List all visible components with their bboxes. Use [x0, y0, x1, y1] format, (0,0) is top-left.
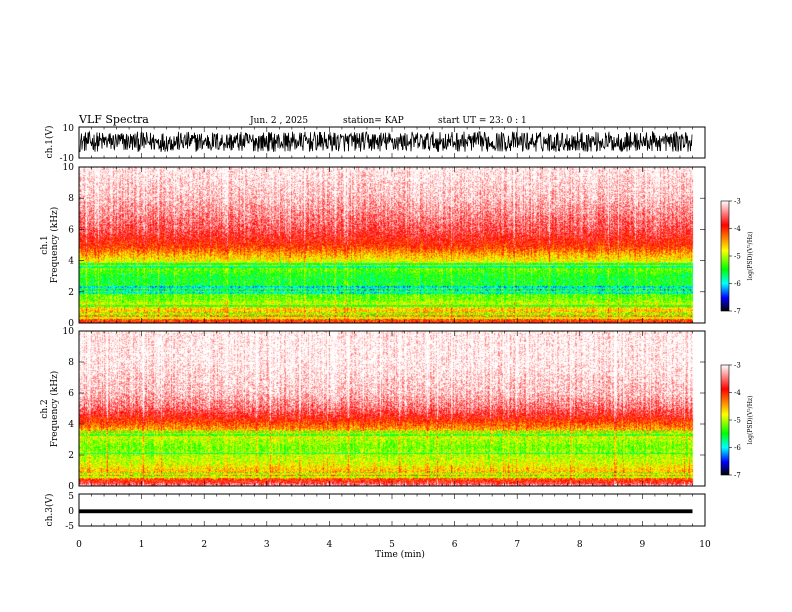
colorbar-tick-label: -3 — [734, 362, 741, 370]
colorbar-tick-label: -4 — [734, 225, 741, 233]
ch2-colorbar-ticks: -3 -4 -5 -6 -7 — [729, 362, 741, 480]
time-axis-tick-label: 2 — [201, 540, 207, 550]
time-axis-tick-label: 5 — [389, 540, 395, 550]
ch1-colorbar: -3 -4 -5 -6 -7 log(PSD)(V²/Hz) — [720, 198, 754, 316]
frequency-tick-label: 0 — [68, 482, 74, 492]
time-axis-tick-label: 4 — [327, 540, 333, 550]
ch3-ytick-top: 5 — [68, 492, 74, 502]
station-label: station= KAP — [343, 116, 404, 126]
ch1-waveform-trace — [79, 130, 693, 153]
ch2-spectrogram-x-ticks — [78, 331, 706, 486]
frequency-tick-label: 2 — [68, 451, 74, 461]
frequency-tick-label: 8 — [68, 194, 74, 204]
frequency-tick-label: 10 — [63, 327, 75, 337]
frequency-tick-label: 4 — [68, 257, 74, 267]
ch3-waveform-panel: 5 0 -5 ch.3(V) — [44, 492, 706, 532]
frequency-tick-label: 4 — [68, 420, 74, 430]
ch3-ytick-bottom: -5 — [65, 522, 74, 532]
ch1-colorbar-label: log(PSD)(V²/Hz) — [747, 232, 754, 281]
ch2-spectrogram-ylabel-channel: ch.2 — [40, 399, 50, 418]
start-time-label: start UT = 23: 0 : 1 — [438, 116, 527, 126]
ch2-colorbar-label: log(PSD)(V²/Hz) — [747, 396, 754, 445]
figure-title: VLF Spectra — [78, 113, 149, 126]
ch1-colorbar-gradient — [720, 200, 730, 312]
ch1-spectrogram-image — [79, 167, 705, 323]
time-axis-tick-label: 9 — [640, 540, 646, 550]
ch1-spectrogram-panel: 0 2 4 6 8 10 ch.1 Frequency (kHz) — [40, 163, 706, 329]
colorbar-tick-label: -6 — [734, 280, 741, 288]
colorbar-tick-label: -5 — [734, 253, 741, 261]
ch1-x-ticks — [78, 127, 706, 158]
time-axis-tick-label: 8 — [577, 540, 583, 550]
ch1-ytick-bottom: -10 — [60, 154, 75, 164]
time-axis-label: Time (min) — [375, 549, 425, 560]
ch2-spectrogram-panel: 0 2 4 6 8 10 ch.2 Frequency (kHz) — [40, 327, 706, 492]
colorbar-tick-label: -4 — [734, 389, 741, 397]
ch1-spectrogram-y-ticks: 0 2 4 6 8 10 — [63, 163, 705, 329]
ch1-spectrogram-x-ticks — [78, 167, 706, 323]
ch1-spectrogram-ylabel-channel: ch.1 — [40, 235, 50, 254]
colorbar-tick-label: -7 — [734, 472, 741, 480]
frequency-tick-label: 10 — [63, 163, 75, 173]
ch3-waveform-ylabel: ch.3(V) — [44, 494, 55, 527]
time-axis-tick-label: 7 — [514, 540, 520, 550]
ch3-x-ticks — [78, 494, 706, 526]
ch2-spectrogram-image — [79, 331, 705, 486]
ch3-waveform-trace — [79, 509, 693, 514]
time-axis-tick-label: 1 — [139, 540, 145, 550]
ch1-ytick-top: 10 — [63, 124, 75, 134]
colorbar-tick-label: -7 — [734, 308, 741, 316]
ch2-colorbar-gradient — [720, 364, 730, 476]
colorbar-tick-label: -6 — [734, 444, 741, 452]
ch1-colorbar-ticks: -3 -4 -5 -6 -7 — [729, 198, 741, 316]
ch1-spectrogram-ylabel-frequency: Frequency (kHz) — [49, 207, 60, 284]
time-axis-tick-label: 6 — [452, 540, 458, 550]
frequency-tick-label: 6 — [68, 225, 74, 235]
colorbar-tick-label: -3 — [734, 198, 741, 206]
ch3-ytick-middle: 0 — [68, 507, 74, 517]
time-axis-tick-labels: 0 1 2 3 4 5 6 7 8 9 10 — [76, 540, 711, 550]
frequency-tick-label: 6 — [68, 389, 74, 399]
date-label: Jun. 2 , 2025 — [249, 116, 308, 126]
frequency-tick-label: 2 — [68, 288, 74, 298]
ch2-spectrogram-ylabel-frequency: Frequency (kHz) — [49, 371, 60, 448]
frequency-tick-label: 8 — [68, 358, 74, 368]
time-axis-tick-label: 10 — [699, 540, 711, 550]
ch2-spectrogram-y-ticks: 0 2 4 6 8 10 — [63, 327, 705, 492]
colorbar-tick-label: -5 — [734, 417, 741, 425]
ch2-colorbar: -3 -4 -5 -6 -7 log(PSD)(V²/Hz) — [720, 362, 754, 480]
time-axis-tick-label: 0 — [76, 540, 82, 550]
frequency-tick-label: 0 — [68, 319, 74, 329]
time-axis-tick-label: 3 — [264, 540, 270, 550]
ch1-waveform-panel: 10 -10 ch.1(V) — [44, 124, 706, 164]
ch1-waveform-ylabel: ch.1(V) — [44, 126, 55, 159]
